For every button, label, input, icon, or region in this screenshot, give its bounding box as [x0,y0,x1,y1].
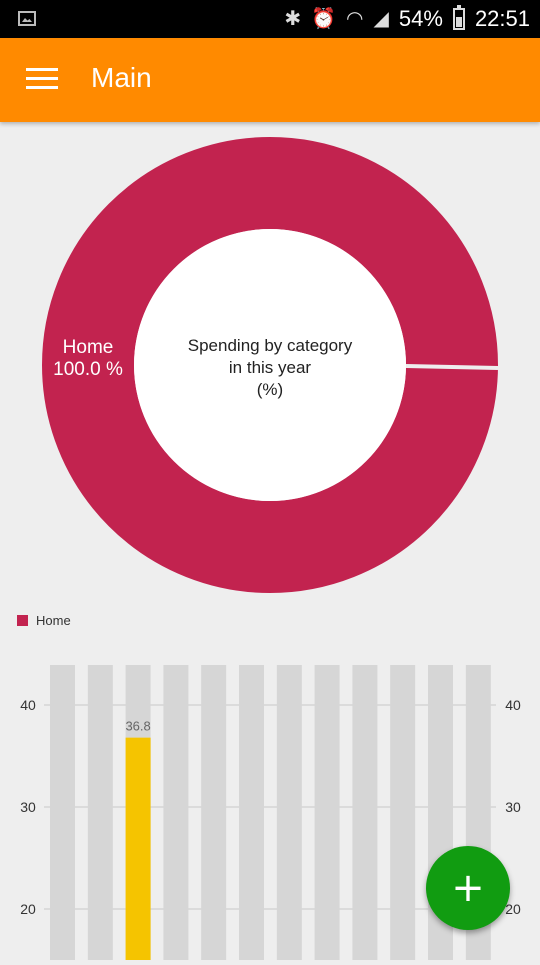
status-bar: ✱ ⏰ ◠ ◢ 54% 22:51 [0,0,540,38]
center-line-3: (%) [256,380,284,399]
status-icons: ✱ ⏰ ◠ ◢ 54% 22:51 [284,0,530,38]
page-title: Main [91,62,152,93]
y-tick-left-40: 40 [20,697,36,713]
battery-icon [452,5,465,30]
legend-swatch-home [17,615,28,626]
wifi-icon: ◠ [346,8,364,30]
bar-3[interactable] [125,737,151,960]
slice-label-name: Home [62,337,114,358]
center-line-1: Spending by category [187,336,353,355]
alarm-icon: ⏰ [311,8,337,30]
center-line-2: in this year [228,358,312,377]
donut-center-text: Spending by category in this year (%) [42,335,498,401]
y-tick-right-20: 20 [505,901,521,917]
y-tick-right-40: 40 [505,697,521,713]
bar-data-label-3: 36.8 [125,719,150,734]
bar-track-9 [352,665,378,960]
bar-track-6 [239,665,264,960]
slice-separator [405,364,499,370]
clock: 22:51 [474,6,530,31]
bar-track-7 [276,665,302,960]
slice-label-value: 100.0 % [53,359,123,380]
bar-track-10 [390,665,416,960]
app-bar: Main [0,38,540,122]
y-tick-right-30: 30 [505,799,521,815]
slice-label-home: Home 100.0 % [48,337,128,381]
bar-track-2 [87,665,113,960]
menu-icon[interactable] [26,68,58,92]
donut-svg [42,137,499,593]
bar-track-4 [163,665,189,960]
image-icon [18,11,36,26]
bar-track-8 [314,665,340,960]
add-button[interactable]: + [426,846,510,930]
battery-percent: 54% [398,6,443,31]
bar-track-5 [201,665,227,960]
donut-chart[interactable]: Spending by category in this year (%) [42,137,499,593]
plus-icon: + [451,865,485,911]
bar-track-1 [50,665,75,960]
y-tick-left-30: 30 [20,799,36,815]
legend: Home [17,613,71,628]
y-tick-left-20: 20 [20,901,36,917]
legend-label-home: Home [36,613,71,628]
donut-hole [134,229,406,501]
bluetooth-icon: ✱ [284,8,302,30]
signal-icon: ◢ [373,8,389,30]
